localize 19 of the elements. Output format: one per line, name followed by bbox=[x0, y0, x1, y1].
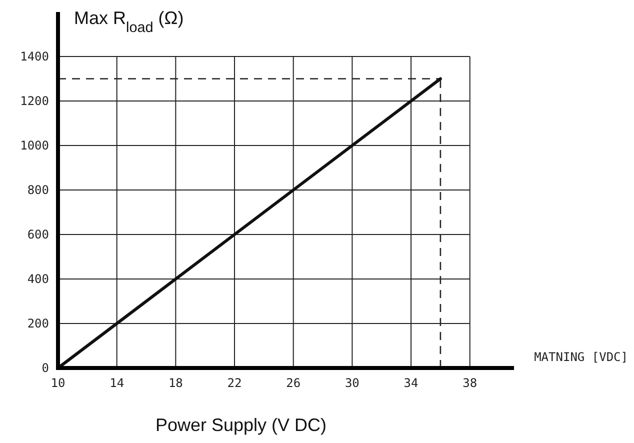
y-tick-label: 800 bbox=[27, 183, 49, 198]
x-axis-title: Power Supply (V DC) bbox=[155, 415, 327, 435]
y-tick-label: 0 bbox=[42, 361, 49, 376]
y-tick-label: 600 bbox=[27, 228, 49, 242]
x-tick-label: 30 bbox=[344, 376, 360, 390]
y-tick-label: 1000 bbox=[20, 138, 49, 153]
y-tick-label: 1400 bbox=[20, 50, 49, 64]
x-tick-label: 34 bbox=[404, 376, 418, 390]
x-tick-label: 18 bbox=[168, 376, 183, 390]
x-tick-label: 22 bbox=[227, 376, 242, 390]
y-tick-label: 200 bbox=[27, 316, 49, 331]
y-tick-label: 1200 bbox=[20, 94, 49, 108]
x-tick-label: 38 bbox=[462, 376, 478, 390]
text: MATNING [VDC] bbox=[534, 350, 628, 364]
x-tick-label: 26 bbox=[286, 376, 301, 390]
x-tick-label: 14 bbox=[110, 376, 124, 390]
y-axis-title: Max R$_{load}$ (Ω) bbox=[74, 8, 184, 36]
x-tick-label: 10 bbox=[50, 376, 66, 390]
y-tick-label: 400 bbox=[27, 272, 49, 286]
